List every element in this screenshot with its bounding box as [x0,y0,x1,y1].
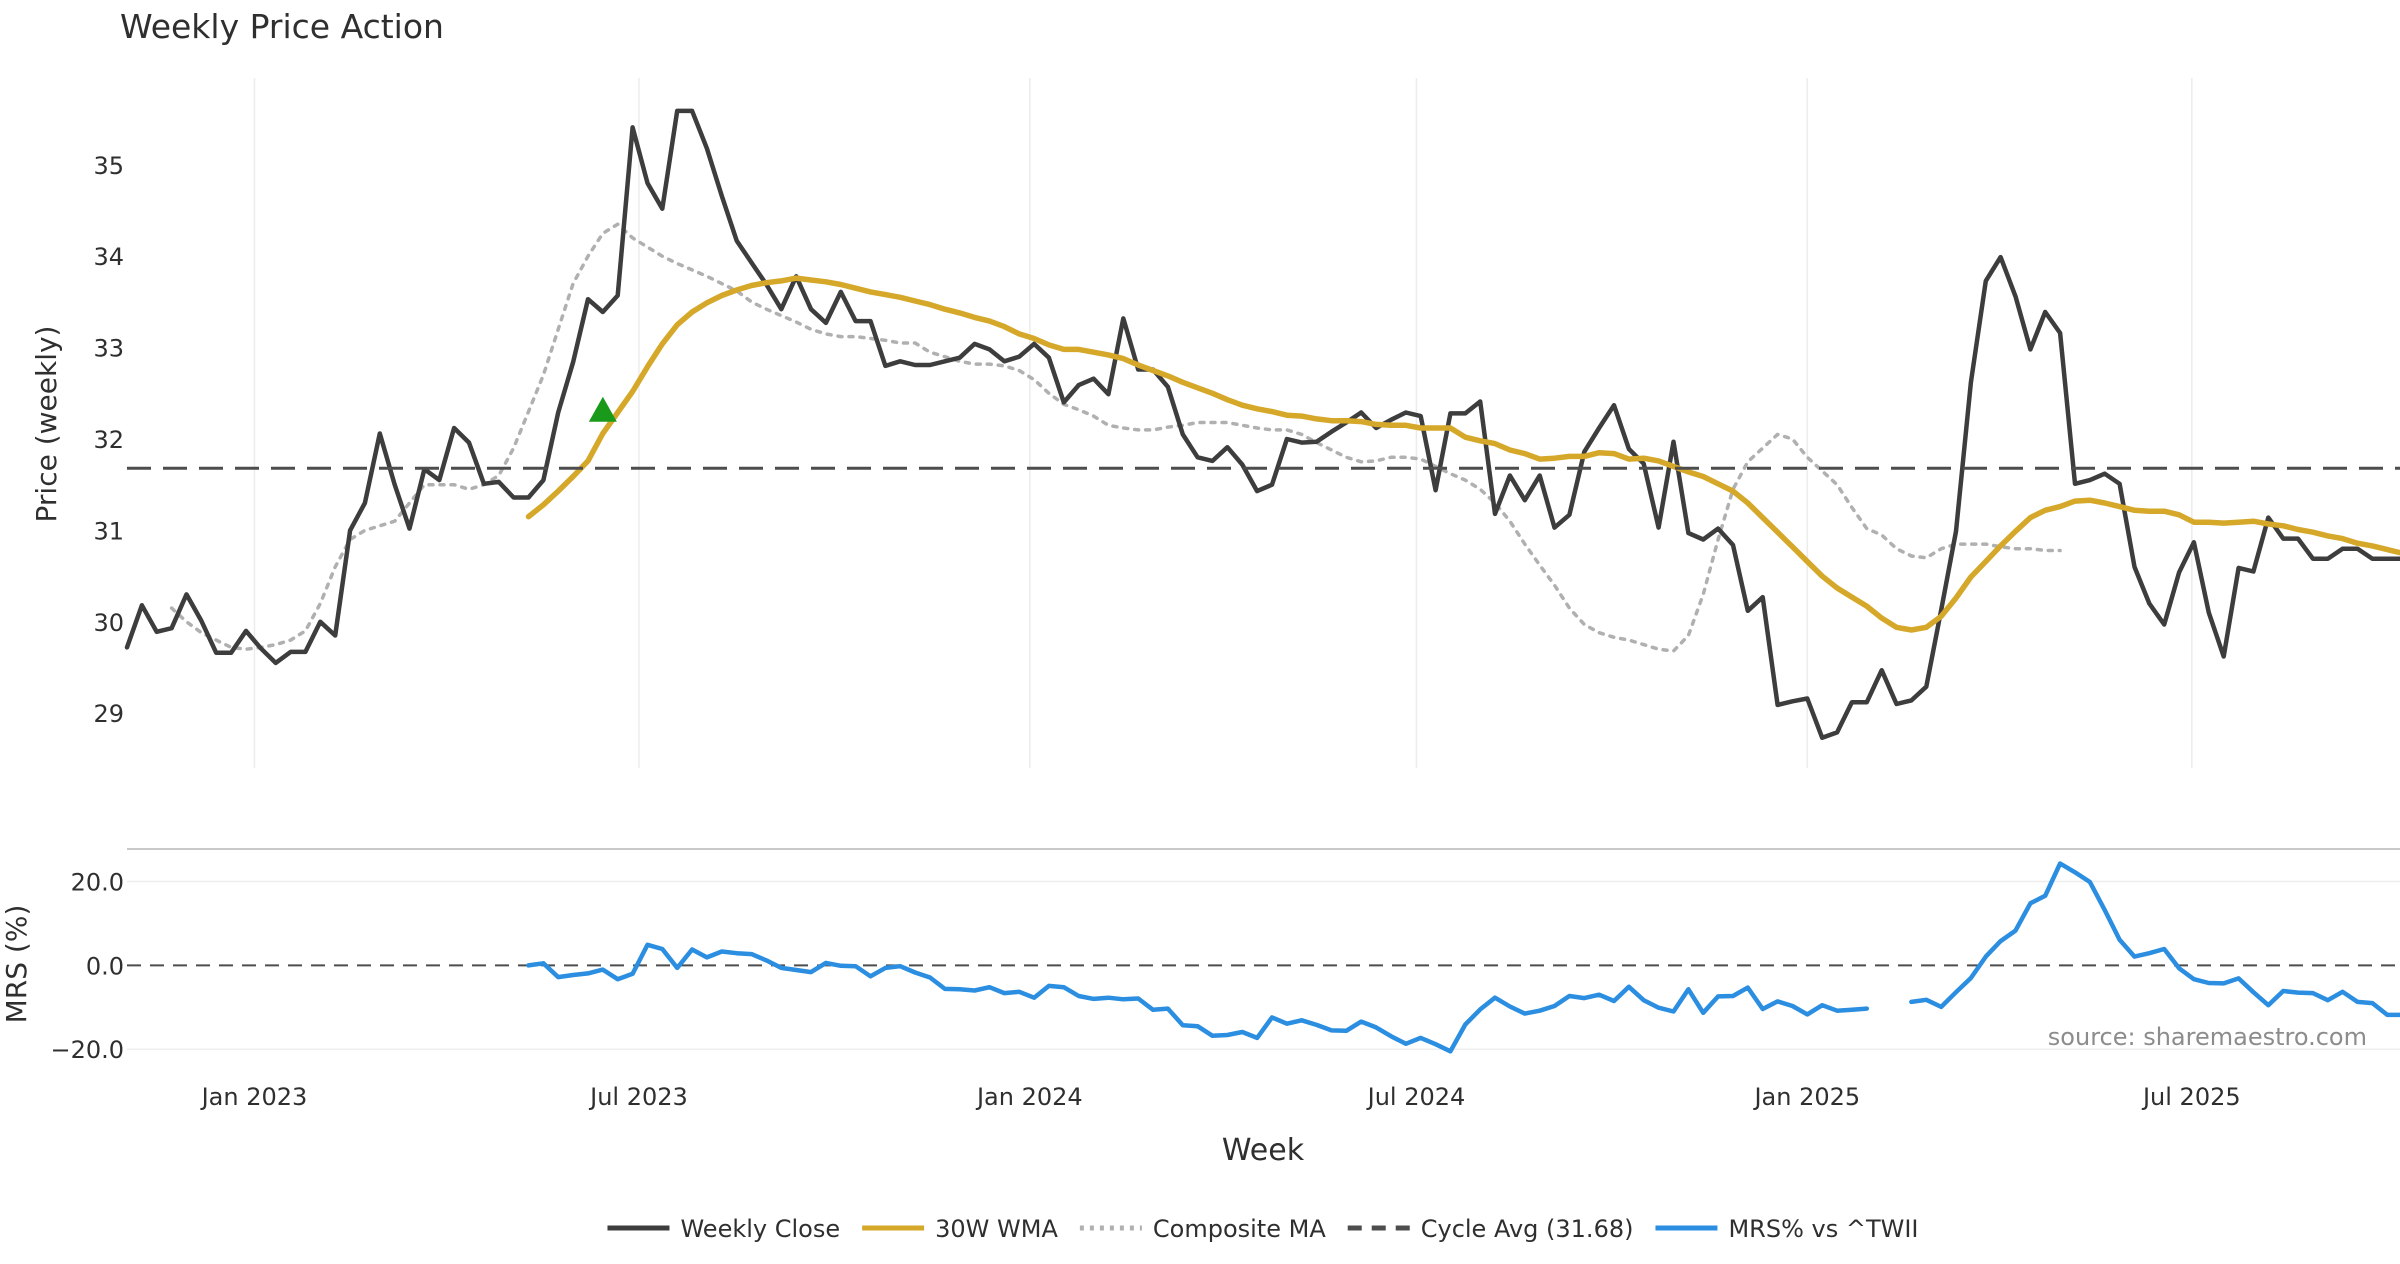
buy-signal-marker [589,397,617,422]
x-tick-label: Jan 2023 [200,1083,308,1111]
legend-label-composite-ma: Composite MA [1153,1215,1326,1243]
x-axis-label: Week [1222,1133,1305,1168]
series-layer [127,111,2400,1051]
x-tick-label: Jul 2023 [588,1083,688,1111]
legend: Weekly Close 30W WMA Composite MA Cycle Avg… [607,1215,1918,1243]
y-tick-label: 35 [93,152,124,180]
y-tick-label: 33 [93,335,124,363]
grid-layer [127,78,2400,1049]
y-tick-label: 30 [93,609,124,637]
x-tick-label: Jul 2025 [2141,1083,2241,1111]
watermark: source: sharemaestro.com [2048,1023,2367,1051]
weekly-close-line [127,111,2400,738]
mrs-tick-label: −20.0 [50,1036,124,1064]
mrs-tick-label: 0.0 [86,952,124,980]
x-tick-label: Jan 2025 [1752,1083,1860,1111]
legend-label-30w-wma: 30W WMA [935,1215,1058,1243]
mrs-tick-label: 20.0 [71,869,124,897]
legend-label-weekly-close: Weekly Close [680,1215,840,1243]
legend-label-cycle-avg-31-68: Cycle Avg (31.68) [1421,1215,1634,1243]
legend-label-mrs-vs-twii: MRS% vs ^TWII [1728,1215,1918,1243]
price-axis-label: Price (weekly) [30,326,63,523]
y-tick-label: 31 [93,517,124,545]
y-tick-label: 34 [93,243,124,271]
30w-wma-line [529,278,2400,630]
mrs-axis-label: MRS (%) [0,905,33,1024]
y-tick-label: 32 [93,426,124,454]
mrs-line [1911,864,2400,1035]
y-tick-label: 29 [93,700,124,728]
composite-ma-line [172,224,2061,651]
chart-title: Weekly Price Action [120,7,444,46]
x-tick-label: Jan 2024 [975,1083,1083,1111]
x-tick-label: Jul 2024 [1366,1083,1466,1111]
mrs-line [529,945,1867,1052]
